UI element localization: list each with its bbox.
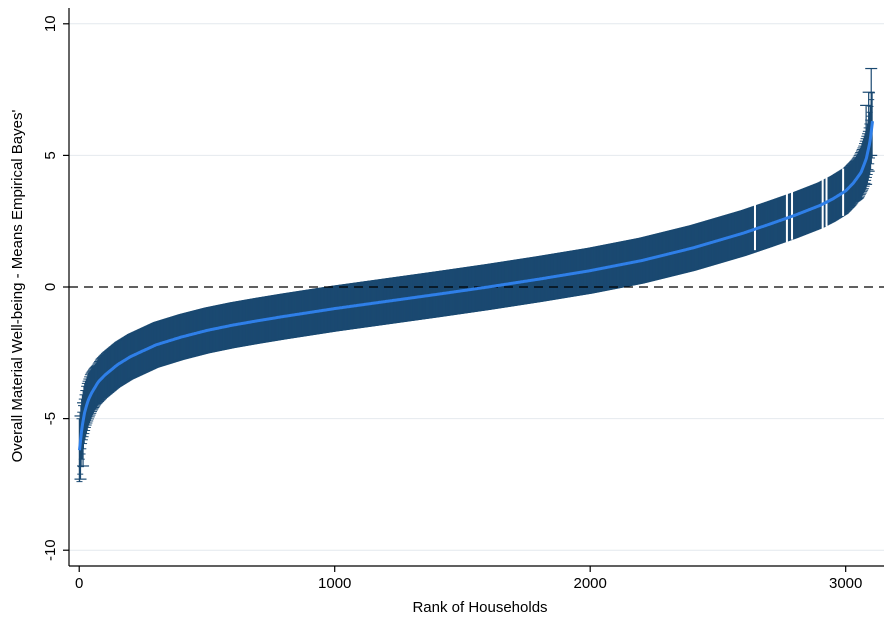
y-axis-label: Overall Material Well-being - Means Empi… <box>9 110 26 463</box>
x-tick-label: 3000 <box>829 575 862 592</box>
tick-labels: -10 -5 0 5 10 0 1000 2000 3000 <box>42 15 862 592</box>
y-tick-label: 10 <box>42 15 59 32</box>
y-tick-label: 0 <box>42 283 59 291</box>
x-tick-label: 0 <box>75 575 83 592</box>
point-estimate-line <box>78 121 874 451</box>
y-tick-label: -5 <box>42 412 59 425</box>
point-estimates <box>78 121 874 451</box>
y-tick-label: 5 <box>42 151 59 159</box>
axes <box>63 8 884 572</box>
x-axis-label: Rank of Households <box>412 599 547 616</box>
x-tick-label: 1000 <box>318 575 351 592</box>
grid-lines <box>69 23 884 551</box>
y-tick-label: -10 <box>42 539 59 561</box>
x-tick-label: 2000 <box>574 575 607 592</box>
